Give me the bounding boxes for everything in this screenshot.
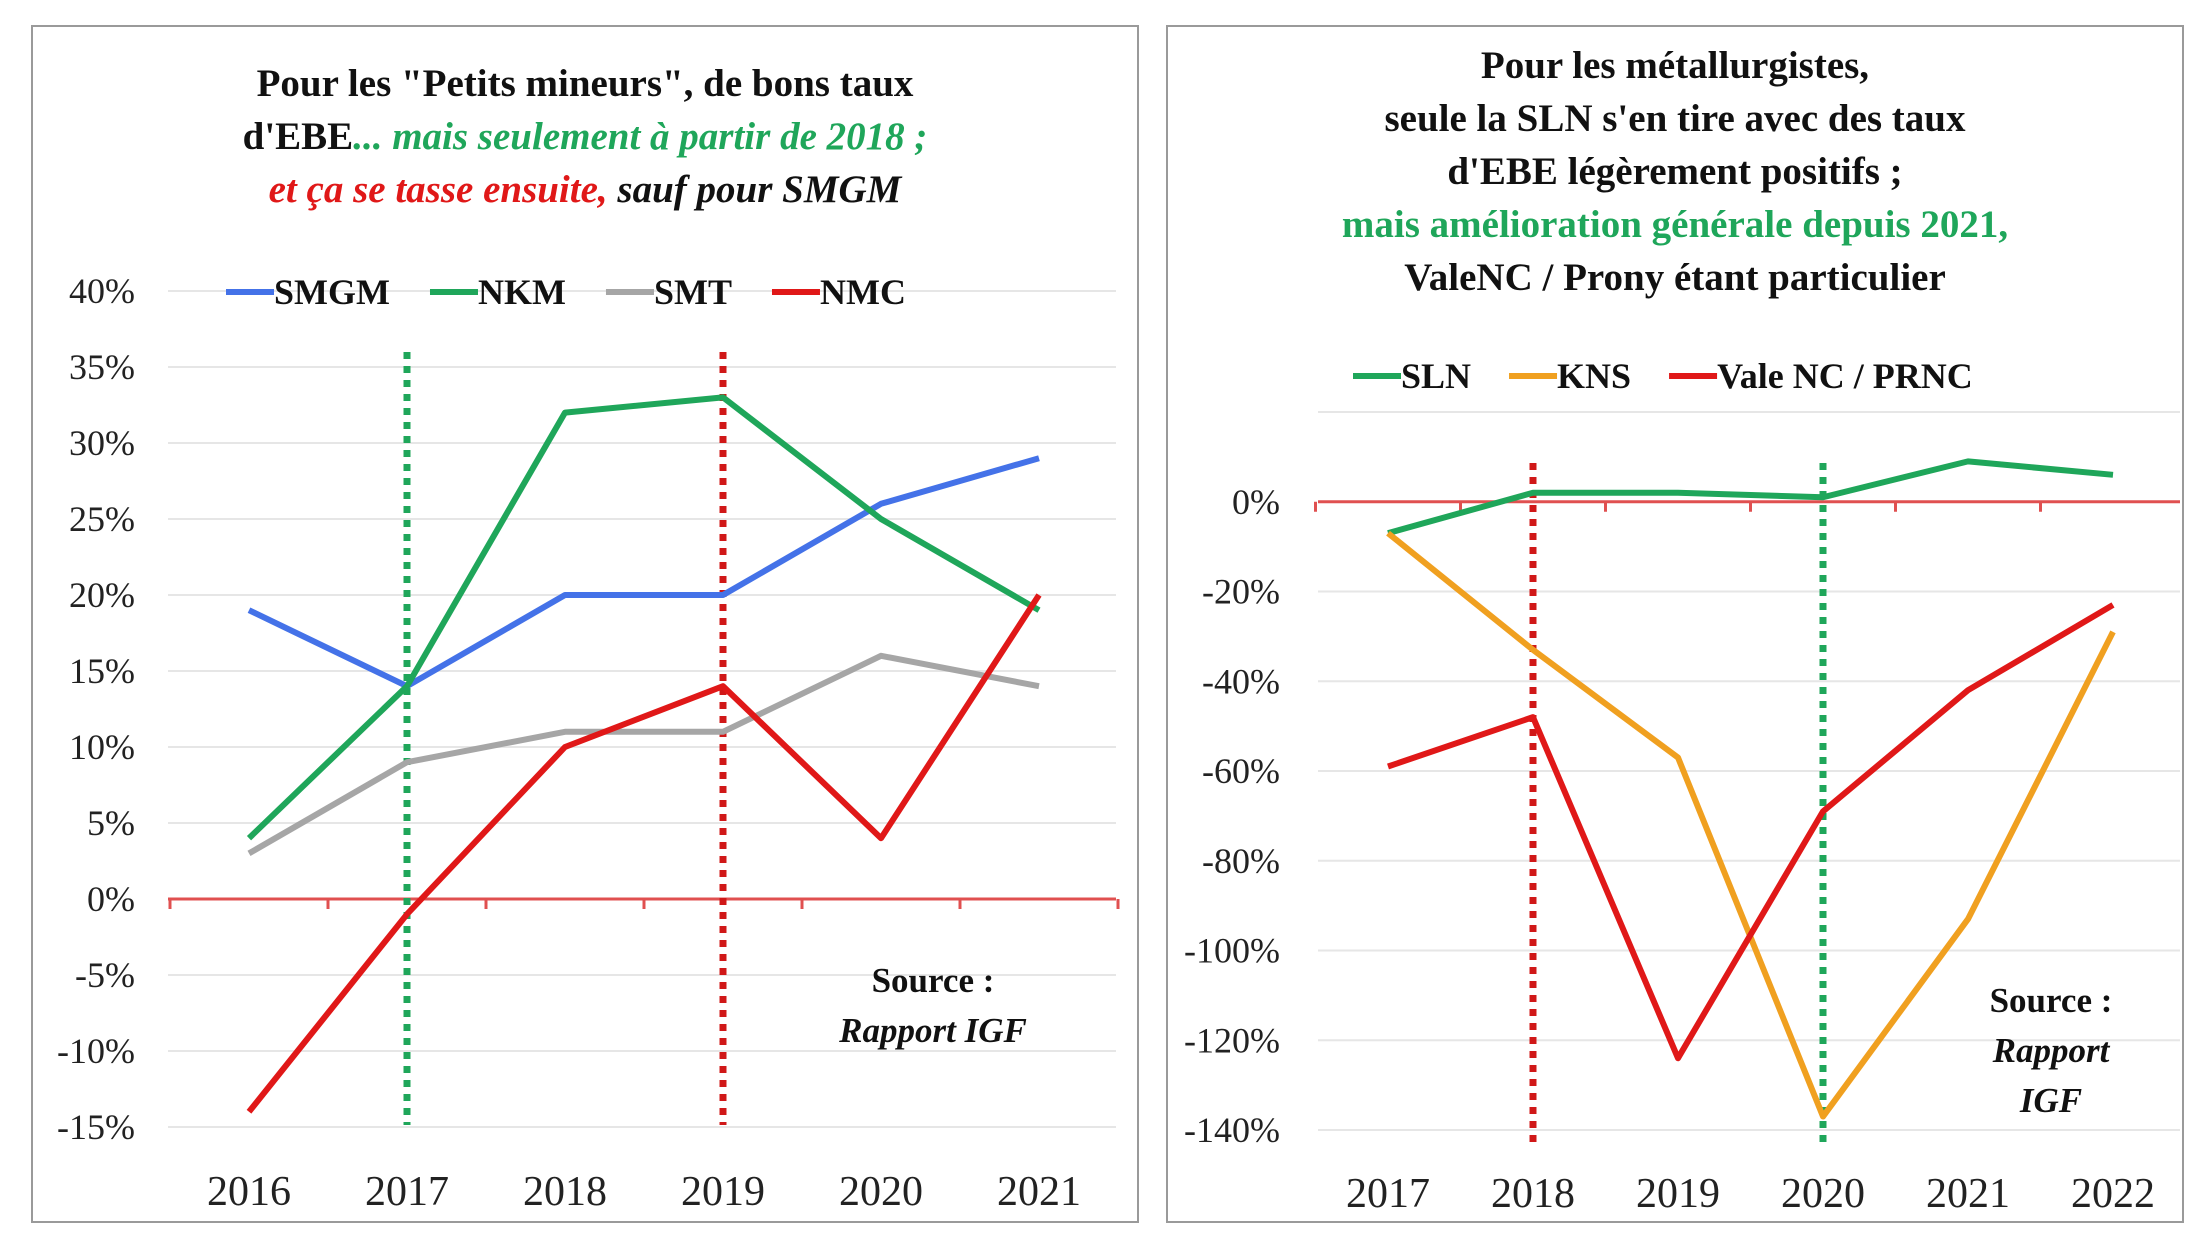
legend-label: NMC <box>820 272 906 312</box>
source-value: Rapport <box>1992 1031 2111 1070</box>
series-line-nkm <box>246 394 1041 841</box>
title-line: d'EBE... mais seulement à partir de 2018… <box>33 110 1137 163</box>
y-tick-label: 10% <box>69 727 135 767</box>
legend-label: NKM <box>478 272 566 312</box>
legend-label: Vale NC / PRNC <box>1717 356 1973 396</box>
y-tick-label: 20% <box>69 575 135 615</box>
x-tick-label: 2019 <box>681 1169 765 1215</box>
y-tick-label: 35% <box>69 347 135 387</box>
series-line-smt <box>247 652 1040 856</box>
source-label: Source : <box>1990 981 2113 1020</box>
legend-label: SMT <box>654 272 732 312</box>
legend-label: KNS <box>1557 356 1631 396</box>
source-label: Source : <box>872 961 995 1000</box>
y-tick-label: -140% <box>1184 1110 1280 1150</box>
y-tick-label: -100% <box>1184 931 1280 971</box>
source-value: Rapport IGF <box>838 1011 1027 1050</box>
y-tick-label: 30% <box>69 423 135 463</box>
y-tick-label: -5% <box>75 955 135 995</box>
x-tick-label: 2020 <box>839 1169 923 1215</box>
y-tick-label: 5% <box>87 803 135 843</box>
y-tick-label: -40% <box>1202 661 1280 701</box>
y-tick-label: -120% <box>1184 1020 1280 1060</box>
y-tick-label: -80% <box>1202 841 1280 881</box>
x-tick-label: 2021 <box>1926 1171 2010 1217</box>
y-tick-label: 15% <box>69 651 135 691</box>
x-tick-label: 2019 <box>1636 1171 1720 1217</box>
chart-plot-2: 0% -20% -40% -60% -80% -100% -120% -140% 2017 201… <box>1184 356 2180 1217</box>
y-tick-label: -20% <box>1202 572 1280 612</box>
title-line: et ça se tasse ensuite, sauf pour SMGM <box>33 163 1137 216</box>
series-line-smgm <box>247 455 1040 690</box>
x-tick-label: 2021 <box>997 1169 1081 1215</box>
x-tick-label: 2018 <box>1491 1171 1575 1217</box>
title-line: seule la SLN s'en tire avec des taux <box>1384 97 1966 140</box>
x-tick-label: 2017 <box>365 1169 449 1215</box>
y-tick-label: -10% <box>57 1031 135 1071</box>
title-line: Pour les métallurgistes, <box>1480 44 1870 87</box>
y-tick-label: 25% <box>69 499 135 539</box>
x-tick-label: 2020 <box>1781 1171 1865 1217</box>
x-tick-label: 2022 <box>2071 1171 2155 1217</box>
x-tick-label: 2017 <box>1346 1171 1430 1217</box>
title-line: Pour les "Petits mineurs", de bons taux <box>256 62 914 105</box>
y-tick-label: 40% <box>69 271 135 311</box>
chart-plot-1: 40% 35% 30% 25% 20% 15% 10% 5% 0% -5% -10% -15% 2016… <box>57 271 1120 1215</box>
chart-title: Pour les "Petits mineurs", de bons taux … <box>33 57 1137 216</box>
chart-panel-metallurgistes: Pour les métallurgistes, seule la SLN s'… <box>1166 25 2184 1223</box>
y-tick-label: 0% <box>1232 482 1280 522</box>
legend-label: SMGM <box>274 272 390 312</box>
chart-panel-petits-mineurs: Pour les "Petits mineurs", de bons taux … <box>31 25 1139 1223</box>
chart-title: Pour les métallurgistes, seule la SLN s'… <box>1168 39 2182 304</box>
title-text: d'EBE <box>242 115 354 158</box>
x-tick-label: 2016 <box>207 1169 291 1215</box>
y-tick-label: -15% <box>57 1107 135 1147</box>
title-line: ValeNC / Prony étant particulier <box>1404 256 1946 299</box>
series-line-vale-nc-prnc <box>1387 602 2115 1062</box>
x-tick-label: 2018 <box>523 1169 607 1215</box>
series-line-kns <box>1386 530 2116 1120</box>
title-text: sauf pour SMGM <box>607 168 902 211</box>
y-tick-label: -60% <box>1202 751 1280 791</box>
series-line-sln <box>1387 458 2114 537</box>
title-line: d'EBE légèrement positifs ; <box>1447 150 1903 193</box>
legend-label: SLN <box>1401 356 1471 396</box>
title-green-line: mais amélioration générale depuis 2021, <box>1341 203 2009 246</box>
source-value: IGF <box>2019 1081 2082 1120</box>
title-red-text: et ça se tasse ensuite, <box>268 168 608 211</box>
series-line-nmc <box>246 593 1042 1114</box>
title-green-text: ... mais seulement à partir de 2018 ; <box>353 115 928 158</box>
y-tick-label: 0% <box>87 879 135 919</box>
